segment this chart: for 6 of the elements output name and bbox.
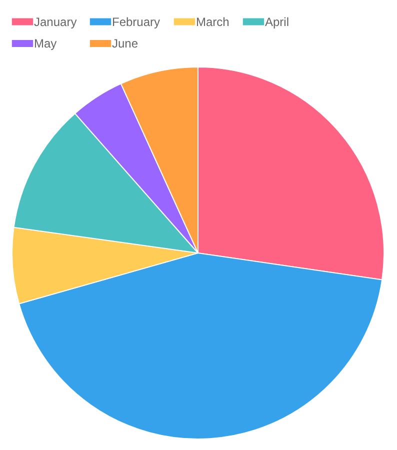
legend-label: March <box>196 14 230 29</box>
legend-label: June <box>112 36 138 50</box>
legend-label: May <box>34 36 57 50</box>
legend-label: February <box>112 14 160 29</box>
legend-label: April <box>265 14 290 29</box>
legend-label: January <box>34 14 77 29</box>
